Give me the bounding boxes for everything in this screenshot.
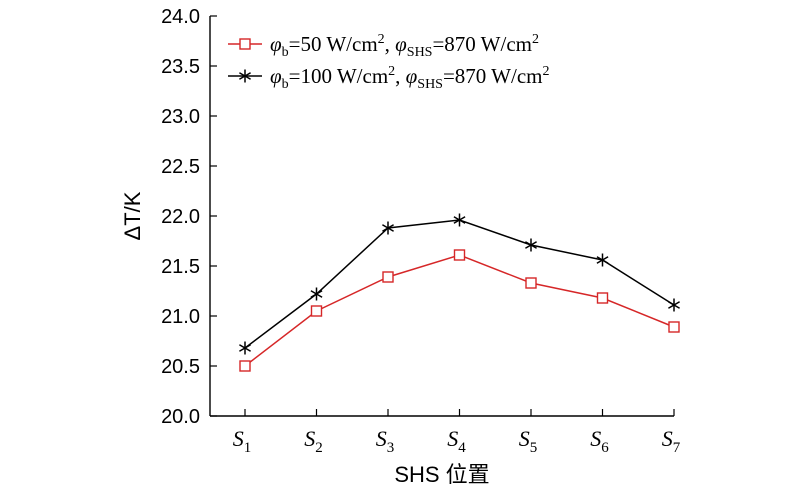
legend-marker	[239, 38, 251, 50]
data-point	[453, 249, 466, 261]
x-tick-label: S5	[519, 426, 538, 456]
data-point	[239, 341, 251, 355]
y-tick-label: 20.5	[161, 356, 200, 378]
legend: φb=50 W/cm2, φSHS=870 W/cm2 φb=100 W/cm2,…	[228, 32, 550, 92]
data-point	[310, 305, 323, 317]
data-point	[453, 213, 466, 227]
data-point	[668, 298, 680, 312]
data-point	[310, 287, 323, 301]
data-point	[382, 221, 394, 235]
legend-item-2: φb=100 W/cm2, φSHS=870 W/cm2	[228, 64, 550, 92]
data-point	[668, 321, 680, 333]
y-axis-title: ΔT/K	[120, 191, 145, 240]
x-axis-title: SHS 位置	[394, 462, 489, 487]
series-2	[239, 213, 680, 355]
y-tick-label: 22.0	[161, 206, 200, 228]
legend-label: φb=50 W/cm2, φSHS=870 W/cm2	[270, 32, 539, 60]
y-tick-label: 23.0	[161, 106, 200, 128]
x-tick-label: S2	[304, 426, 323, 456]
x-tick-label: S4	[447, 426, 466, 456]
data-point	[239, 360, 251, 372]
legend-item-1: φb=50 W/cm2, φSHS=870 W/cm2	[228, 32, 539, 60]
x-tick-label: S1	[233, 426, 252, 456]
x-tick-label: S6	[590, 426, 609, 456]
x-tick-label: S3	[376, 426, 395, 456]
y-tick-label: 20.0	[161, 406, 200, 428]
data-point	[382, 271, 394, 283]
data-point	[525, 238, 537, 252]
series-line	[244, 219, 675, 349]
y-ticks: 20.0 20.5 21.0 21.5 22.0 22.5 23.0 23.5 24.0	[161, 6, 217, 428]
series-line	[244, 254, 675, 367]
y-tick-label: 24.0	[161, 6, 200, 28]
y-tick-label: 23.5	[161, 56, 200, 78]
series-1	[239, 249, 680, 372]
data-point	[596, 292, 609, 304]
data-point	[596, 253, 609, 267]
y-tick-label: 21.0	[161, 306, 200, 328]
legend-marker	[239, 69, 251, 83]
series-group	[239, 213, 680, 372]
y-tick-label: 21.5	[161, 256, 200, 278]
data-point	[525, 277, 537, 289]
y-tick-label: 22.5	[161, 156, 200, 178]
legend-label: φb=100 W/cm2, φSHS=870 W/cm2	[270, 64, 550, 92]
x-tick-label: S7	[662, 426, 681, 456]
